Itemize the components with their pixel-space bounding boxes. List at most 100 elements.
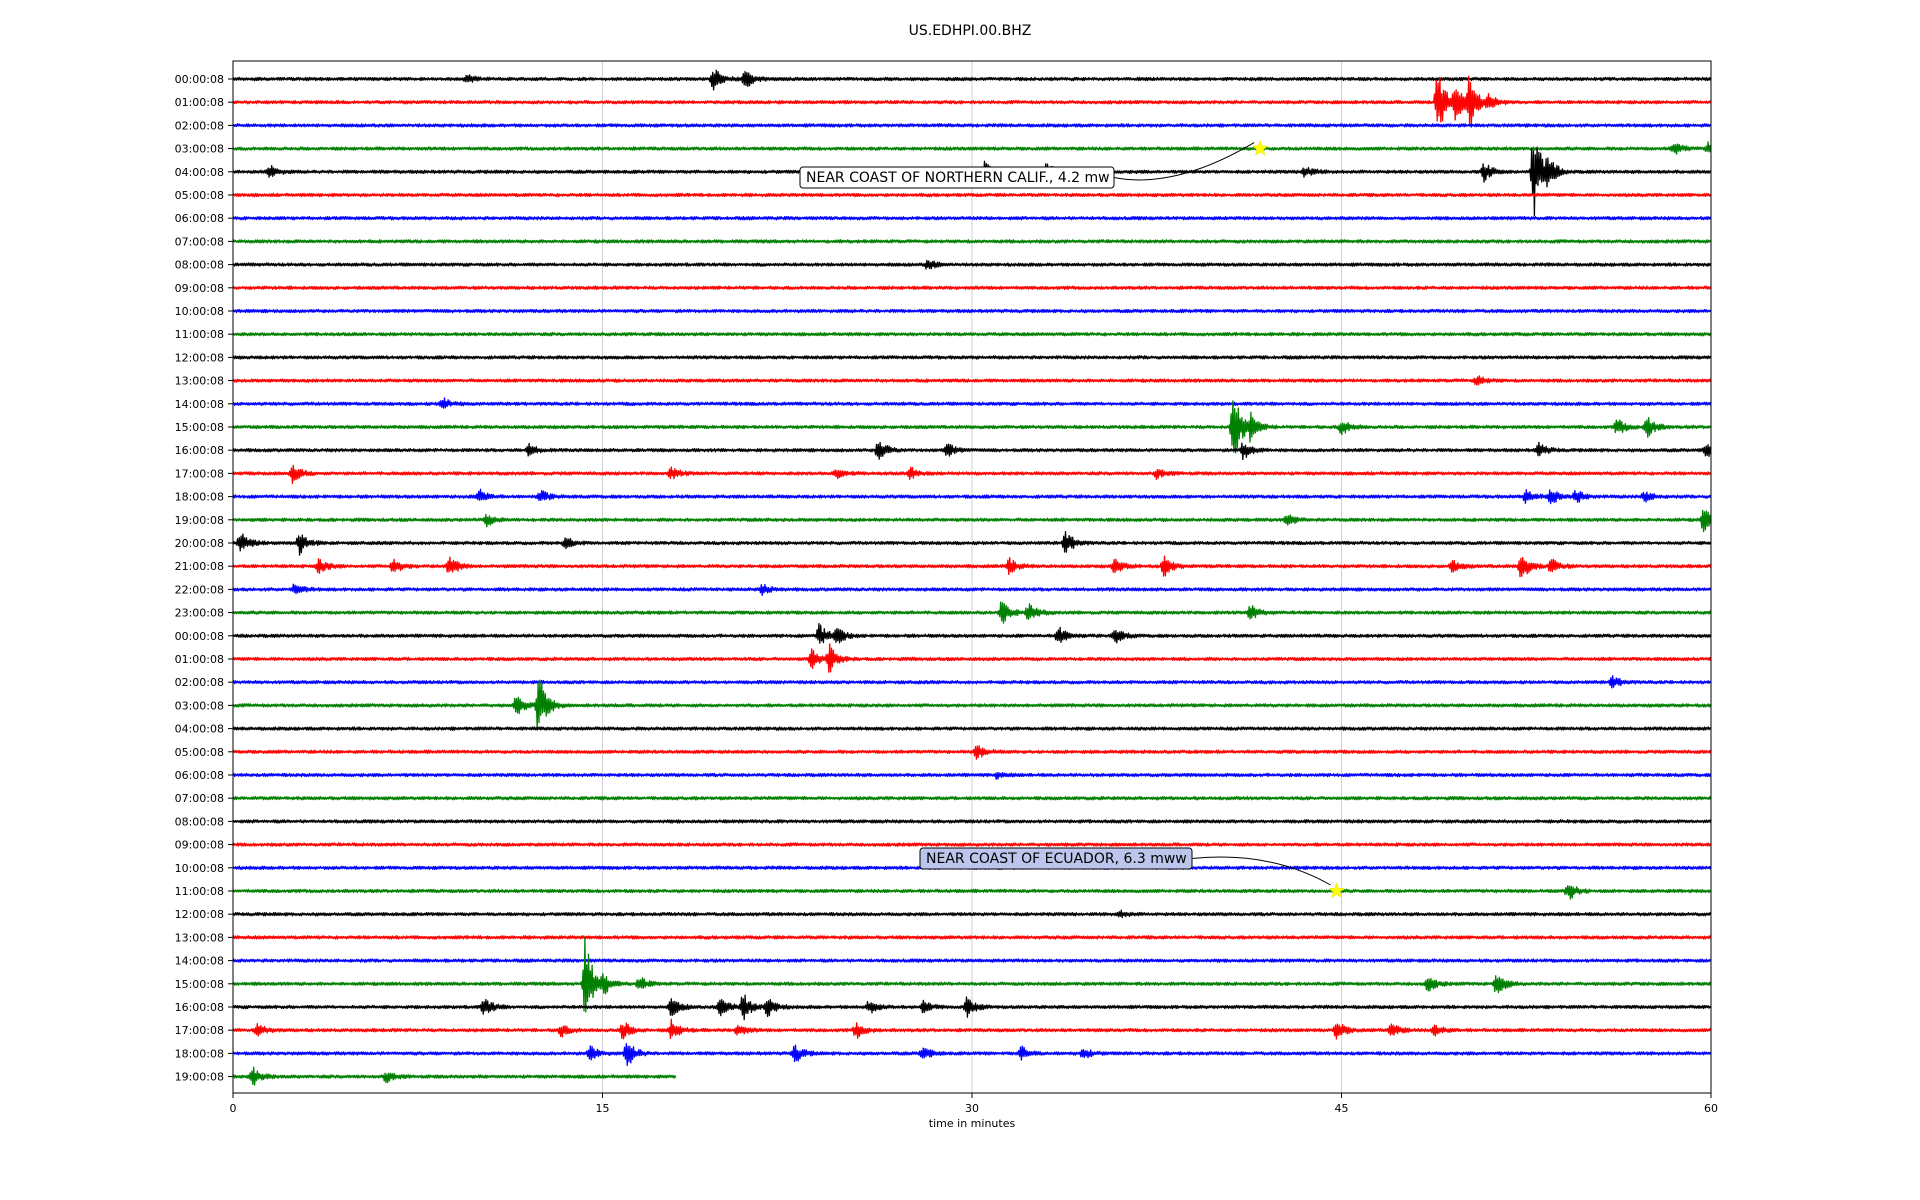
trace-row-8 [232,259,1712,270]
trace-row-21 [232,555,1712,578]
row-label-20: 20:00:08 [175,537,224,550]
trace-row-29 [232,745,1712,760]
x-tick-label-4: 60 [1704,1102,1718,1115]
x-tick-label-1: 15 [596,1102,610,1115]
row-label-5: 05:00:08 [175,189,224,202]
row-label-2: 02:00:08 [175,119,224,132]
row-label-42: 18:00:08 [175,1047,224,1060]
row-label-21: 21:00:08 [175,560,224,573]
row-label-3: 03:00:08 [175,143,224,156]
trace-row-27 [232,679,1712,730]
grid-lines [602,61,1342,1093]
trace-row-12 [232,355,1712,360]
row-label-35: 11:00:08 [175,885,224,898]
row-label-24: 00:00:08 [175,630,224,643]
row-label-13: 13:00:08 [175,375,224,388]
row-label-17: 17:00:08 [175,467,224,480]
trace-row-22 [232,583,1712,596]
annotation-text-0: NEAR COAST OF NORTHERN CALIF., 4.2 mw [806,170,1110,186]
row-label-43: 19:00:08 [175,1071,224,1084]
row-label-22: 22:00:08 [175,583,224,596]
trace-row-35 [232,885,1712,900]
trace-row-33 [232,842,1712,847]
row-time-labels: 00:00:08 01:00:08 02:00:08 03:00:08 04:00:08… [175,73,233,1084]
x-tick-label-3: 45 [1335,1102,1349,1115]
trace-row-1 [232,75,1712,125]
trace-row-17 [232,464,1712,484]
row-label-30: 06:00:08 [175,769,224,782]
row-label-12: 12:00:08 [175,351,224,364]
row-label-8: 08:00:08 [175,259,224,272]
trace-row-39 [232,936,1712,1013]
trace-row-15 [232,400,1712,454]
row-label-9: 09:00:08 [175,282,224,295]
row-label-25: 01:00:08 [175,653,224,666]
trace-row-37 [232,935,1712,940]
row-label-31: 07:00:08 [175,792,224,805]
trace-row-43 [232,1066,677,1086]
row-label-19: 19:00:08 [175,514,224,527]
annotation-connector-1 [1191,856,1331,886]
row-label-14: 14:00:08 [175,398,224,411]
row-label-11: 11:00:08 [175,328,224,341]
row-label-10: 10:00:08 [175,305,224,318]
row-label-27: 03:00:08 [175,699,224,712]
row-label-38: 14:00:08 [175,955,224,968]
trace-row-19 [232,509,1712,533]
row-label-28: 04:00:08 [175,723,224,736]
row-label-0: 00:00:08 [175,73,224,86]
row-label-29: 05:00:08 [175,746,224,759]
trace-row-9 [232,285,1712,291]
row-label-39: 15:00:08 [175,978,224,991]
row-label-1: 01:00:08 [175,96,224,109]
trace-row-23 [232,601,1712,624]
trace-row-26 [232,675,1712,689]
trace-row-28 [232,726,1712,731]
chart-title: US.EDHPI.00.BHZ [909,23,1032,39]
row-label-16: 16:00:08 [175,444,224,457]
trace-row-31 [232,795,1712,801]
row-label-32: 08:00:08 [175,815,224,828]
trace-row-41 [232,1018,1712,1040]
seismic-traces [232,69,1712,1086]
row-label-34: 10:00:08 [175,862,224,875]
annotation-box-0 [799,166,1115,189]
trace-row-6 [232,215,1712,221]
row-label-6: 06:00:08 [175,212,224,225]
x-axis-ticks: 0 15 30 45 60 [230,1093,1718,1115]
row-label-40: 16:00:08 [175,1001,224,1014]
trace-row-10 [232,308,1712,314]
annotation-connector-0 [1113,142,1255,181]
trace-row-30 [232,771,1712,780]
x-tick-label-2: 30 [965,1102,979,1115]
trace-row-32 [232,819,1712,824]
ann-ecuador: NEAR COAST OF ECUADOR, 6.3 mww [919,847,1345,899]
ann-northern-calif: NEAR COAST OF NORTHERN CALIF., 4.2 mw [799,139,1269,189]
row-label-23: 23:00:08 [175,607,224,620]
x-axis-label: time in minutes [929,1117,1016,1130]
trace-row-13 [232,375,1712,386]
trace-row-40 [232,994,1712,1021]
x-tick-label-0: 0 [230,1102,237,1115]
trace-row-25 [232,643,1712,673]
row-label-33: 09:00:08 [175,839,224,852]
trace-row-16 [232,441,1712,461]
trace-row-36 [232,909,1712,919]
trace-row-38 [232,958,1712,963]
row-label-26: 02:00:08 [175,676,224,689]
trace-row-5 [232,192,1712,198]
trace-row-2 [232,123,1712,128]
event-star-icon-0 [1251,139,1269,156]
trace-row-14 [232,397,1712,409]
row-label-15: 15:00:08 [175,421,224,434]
trace-row-24 [232,622,1712,644]
trace-row-20 [232,530,1712,556]
row-label-37: 13:00:08 [175,931,224,944]
event-star-icon-1 [1328,882,1345,899]
row-label-4: 04:00:08 [175,166,224,179]
trace-row-18 [232,488,1712,505]
annotation-text-1: NEAR COAST OF ECUADOR, 6.3 mww [926,851,1187,867]
event-annotations: NEAR COAST OF NORTHERN CALIF., 4.2 mw NEA… [799,139,1345,899]
row-label-36: 12:00:08 [175,908,224,921]
